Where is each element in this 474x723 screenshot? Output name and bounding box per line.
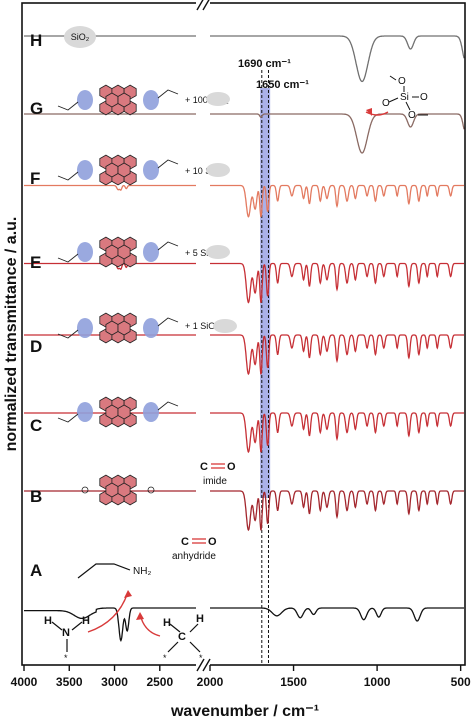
panel-letter-D: D [30,337,42,356]
panel-letter-G: G [30,99,43,118]
co-anhydride-c: C [181,536,189,548]
x-tick-label-1500: 1500 [280,675,307,689]
silica-sketch: Si O O O O [365,75,428,121]
additive-label-F: + 10 SiO₂ [185,166,224,176]
ref-label-1650: 1650 cm⁻¹ [256,79,309,91]
x-tick-label-4000: 4000 [11,675,38,689]
molecule-G [57,84,179,116]
co-imide-c: C [200,461,208,473]
plot-frame [21,0,466,672]
series-D-right [210,334,464,376]
x-tick-label-1000: 1000 [364,675,391,689]
imide-label: imide [203,476,227,487]
sio2-bubble-H: SiO₂ [64,26,96,48]
y-axis-title: normalized transmittance / a.u. [3,217,20,452]
svg-text:*: * [64,653,68,663]
molecule-layer [57,84,179,506]
o-left: O [382,98,390,109]
molecule-C [57,396,179,428]
molecule-F [57,154,179,186]
amine-chain-A: NH₂ [77,563,151,579]
series-A-right [210,607,464,622]
o-bottom: O [408,110,416,121]
additive-F: + 10 SiO₂ [185,163,230,177]
ch2-c: C [178,631,186,643]
sio2-label-H: SiO₂ [71,32,90,42]
si-label: Si [400,92,409,103]
panel-letter-H: H [30,31,42,50]
highlight-band [260,88,271,498]
svg-text:*: * [163,653,167,663]
amine-h1: H [44,615,52,627]
co-anhydride-annotation: C O anhydride [172,536,217,562]
amine-h2: H [82,615,90,627]
x-tick-label-2000: 2000 [197,675,224,689]
molecule-E [57,236,179,268]
molecule-B [81,474,155,506]
svg-text:*: * [199,653,203,663]
series-E-right [210,262,464,304]
amine-n: N [62,627,70,639]
x-tick-label-3000: 3000 [101,675,128,689]
series-A-left [24,607,196,642]
co-anhydride-o: O [208,536,217,548]
panel-letters: H G F E D C B A [30,31,43,580]
co-imide-o: O [227,461,236,473]
panel-letter-C: C [30,416,42,435]
series-C-right [210,412,464,454]
x-axis-ticks: 4000 3500 3000 2500 2000 1500 1000 500 [11,665,471,689]
nh2-label: NH₂ [133,566,151,577]
nh-sketch: H N H * [44,590,132,663]
ch2-sketch: H C H * * [136,612,204,663]
series-F-right [210,184,464,218]
x-tick-label-500: 500 [451,675,471,689]
x-tick-label-2500: 2500 [146,675,173,689]
series-H-right [210,35,465,83]
additive-E: + 5 SiO₂ [185,245,230,259]
x-axis-title: wavenumber / cm⁻¹ [170,703,319,720]
series-B-right [210,490,464,532]
additive-label-E: + 5 SiO₂ [185,248,219,258]
additive-G: + 100 SiO₂ [185,92,230,106]
ref-label-1690: 1690 cm⁻¹ [238,58,291,70]
panel-letter-B: B [30,487,42,506]
co-imide-annotation: C O imide [200,461,236,487]
series-G-right [210,113,465,154]
molecule-D [57,312,179,344]
additive-label-D: + 1 SiO₂ [185,321,219,331]
series-layer [24,35,465,642]
o-top: O [398,76,406,87]
panel-letter-E: E [30,253,41,272]
ch2-h1: H [163,617,171,629]
series-F-left [24,184,196,191]
anhydride-label: anhydride [172,551,216,562]
additive-D: + 1 SiO₂ [185,319,237,333]
panel-letter-F: F [30,169,40,188]
o-right: O [420,92,428,103]
x-tick-label-3500: 3500 [56,675,83,689]
ch2-h2: H [196,613,204,625]
panel-letter-A: A [30,561,42,580]
